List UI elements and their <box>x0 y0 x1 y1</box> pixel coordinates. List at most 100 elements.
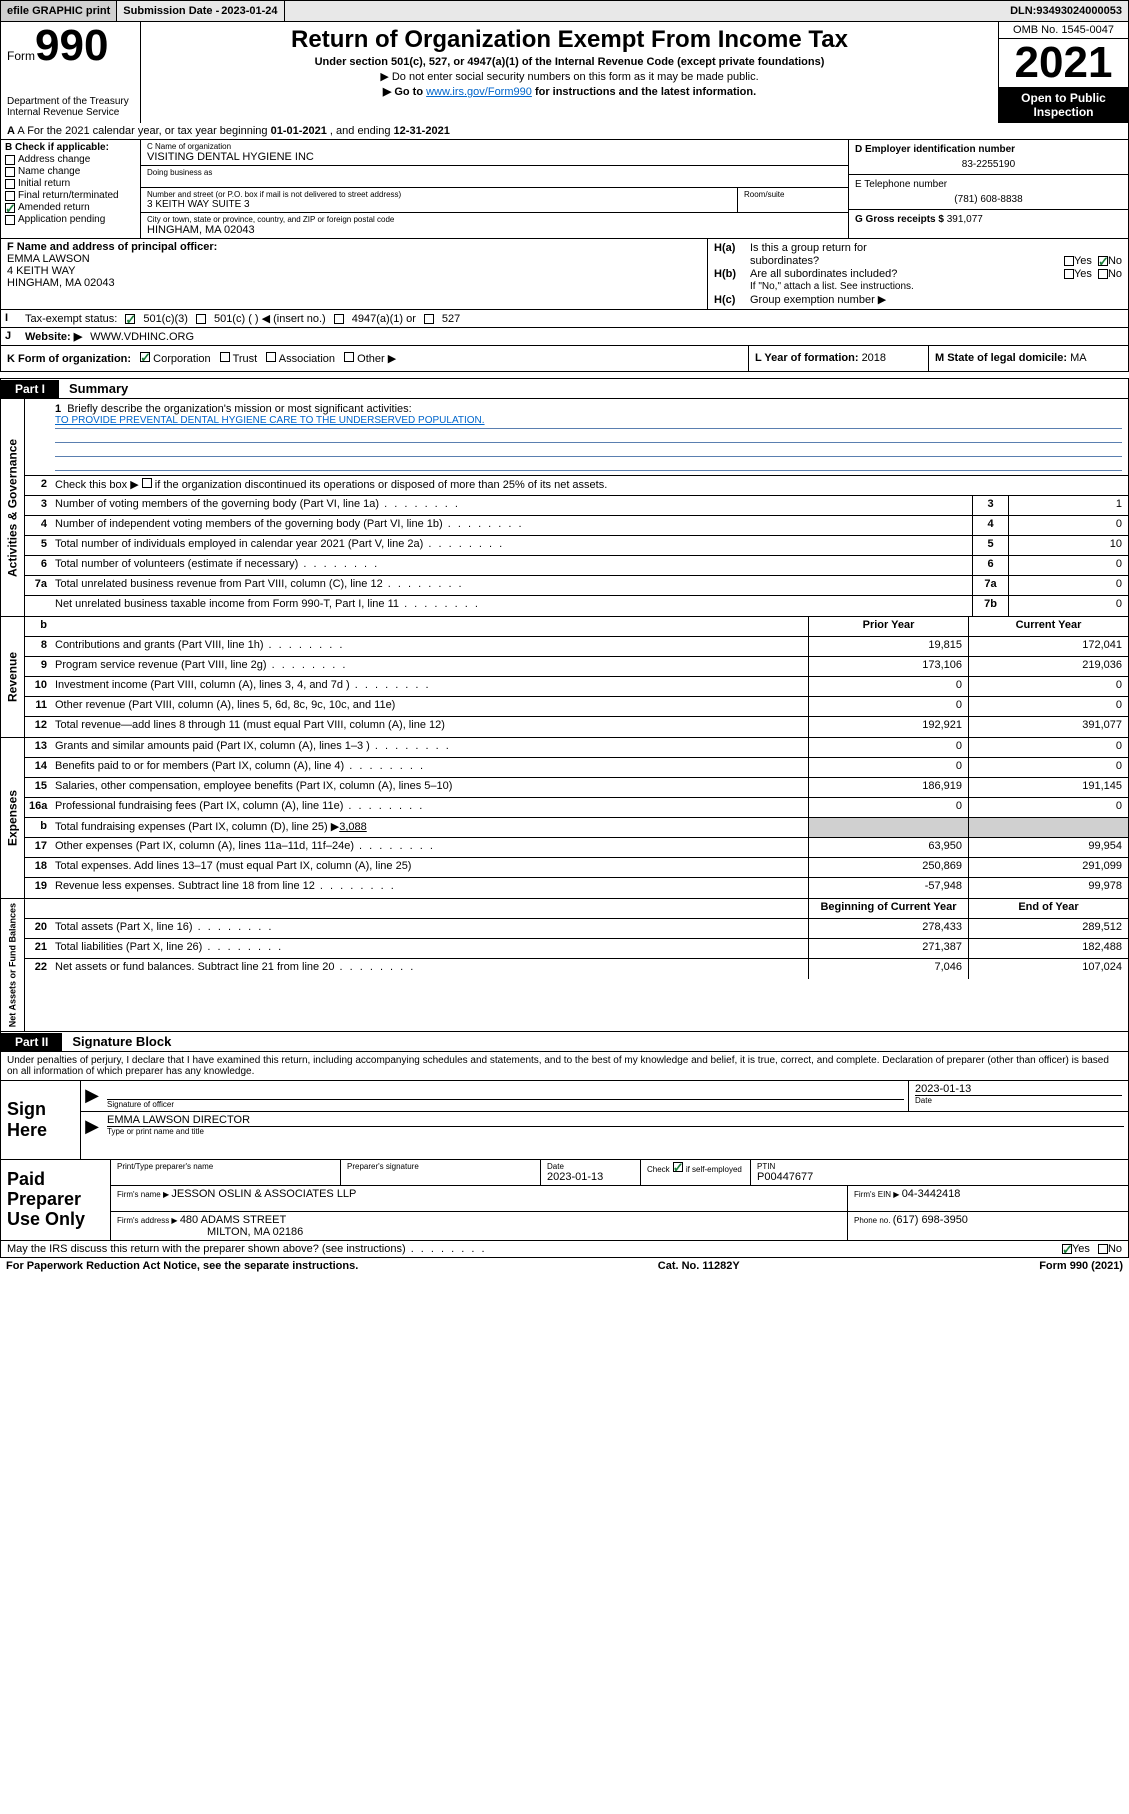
line-2-checkbox[interactable] <box>142 478 152 488</box>
vlabel-revenue: Revenue <box>1 617 25 737</box>
discuss-no-checkbox[interactable] <box>1098 1244 1108 1254</box>
section-b-checkboxes: B Check if applicable: Address change Na… <box>1 140 141 238</box>
ein-label: D Employer identification number <box>855 144 1122 155</box>
line-10-py: 0 <box>808 677 968 696</box>
tax-exempt-label: Tax-exempt status: <box>25 313 117 325</box>
501c3-checkbox[interactable] <box>125 314 135 324</box>
line-18: Total expenses. Add lines 13–17 (must eq… <box>51 858 808 877</box>
preparer-sig-label: Preparer's signature <box>347 1162 534 1171</box>
firm-ein: 04-3442418 <box>902 1188 961 1200</box>
dept-treasury: Department of the Treasury <box>7 96 134 107</box>
activities-governance-section: Activities & Governance 1 Briefly descri… <box>0 399 1129 617</box>
website-value: WWW.VDHINC.ORG <box>90 331 194 343</box>
submission-date: Submission Date - 2023-01-24 <box>117 1 284 21</box>
signature-date: 2023-01-13 <box>915 1083 1122 1095</box>
line-14-py: 0 <box>808 758 968 777</box>
open-to-public: Open to Public Inspection <box>999 87 1128 123</box>
discuss-row: May the IRS discuss this return with the… <box>0 1241 1129 1258</box>
hb-yes-checkbox[interactable] <box>1064 269 1074 279</box>
self-employed-checkbox[interactable] <box>673 1162 683 1172</box>
hb-no-checkbox[interactable] <box>1098 269 1108 279</box>
line-14: Benefits paid to or for members (Part IX… <box>51 758 808 777</box>
officer-name: EMMA LAWSON <box>7 253 701 265</box>
line-10-cy: 0 <box>968 677 1128 696</box>
ptin-value: P00447677 <box>757 1171 1122 1183</box>
form-subtitle-2: ▶ Do not enter social security numbers o… <box>149 70 990 83</box>
form-of-org-label: K Form of organization: <box>7 353 131 365</box>
line-11-cy: 0 <box>968 697 1128 716</box>
amended-return-checkbox[interactable] <box>5 203 15 213</box>
form-reference: Form 990 (2021) <box>1039 1260 1123 1272</box>
ha-no-checkbox[interactable] <box>1098 256 1108 266</box>
city-label: City or town, state or province, country… <box>147 215 842 224</box>
cat-number: Cat. No. 11282Y <box>658 1260 740 1272</box>
block-bcd: B Check if applicable: Address change Na… <box>0 140 1129 239</box>
line-15-cy: 191,145 <box>968 778 1128 797</box>
part-1-title: Summary <box>59 379 138 398</box>
address-change-checkbox[interactable] <box>5 155 15 165</box>
line-9-py: 173,106 <box>808 657 968 676</box>
row-a-tax-year: A A For the 2021 calendar year, or tax y… <box>0 123 1129 140</box>
line-11-py: 0 <box>808 697 968 716</box>
trust-checkbox[interactable] <box>220 352 230 362</box>
preparer-name-label: Print/Type preparer's name <box>117 1162 334 1171</box>
line-7a-value: 0 <box>1008 576 1128 595</box>
final-return-checkbox[interactable] <box>5 191 15 201</box>
line-11: Other revenue (Part VIII, column (A), li… <box>51 697 808 716</box>
signature-field-label: Signature of officer <box>107 1099 904 1109</box>
4947a1-checkbox[interactable] <box>334 314 344 324</box>
mission-text: TO PROVIDE PREVENTAL DENTAL HYGIENE CARE… <box>55 415 1122 429</box>
dln-value: 93493024000053 <box>1036 5 1122 17</box>
initial-return-checkbox[interactable] <box>5 179 15 189</box>
firm-name: JESSON OSLIN & ASSOCIATES LLP <box>171 1188 356 1200</box>
line-8-py: 19,815 <box>808 637 968 656</box>
row-j: J Website: ▶ WWW.VDHINC.ORG <box>0 328 1129 346</box>
line-6: Total number of volunteers (estimate if … <box>51 556 972 575</box>
section-f: F Name and address of principal officer:… <box>1 239 708 309</box>
527-checkbox[interactable] <box>424 314 434 324</box>
page-footer: For Paperwork Reduction Act Notice, see … <box>0 1258 1129 1274</box>
prior-year-header: Prior Year <box>808 617 968 636</box>
part-2-tab: Part II <box>1 1033 62 1051</box>
header-center: Return of Organization Exempt From Incom… <box>141 22 998 123</box>
part-1-header: Part I Summary <box>0 378 1129 399</box>
telephone-label: E Telephone number <box>855 179 1122 190</box>
arrow-icon: ▶ <box>81 1081 103 1111</box>
association-checkbox[interactable] <box>266 352 276 362</box>
other-checkbox[interactable] <box>344 352 354 362</box>
tax-year: 2021 <box>999 39 1128 87</box>
name-change-checkbox[interactable] <box>5 167 15 177</box>
app-pending-checkbox[interactable] <box>5 215 15 225</box>
efile-print-button[interactable]: efile GRAPHIC print <box>1 1 117 21</box>
line-14-cy: 0 <box>968 758 1128 777</box>
line-4: Number of independent voting members of … <box>51 516 972 535</box>
tax-year-begin: 01-01-2021 <box>271 125 327 137</box>
501c-checkbox[interactable] <box>196 314 206 324</box>
line-20-py: 278,433 <box>808 919 968 938</box>
ein-value: 83-2255190 <box>855 159 1122 170</box>
form-subtitle-3: ▶ Go to www.irs.gov/Form990 for instruct… <box>149 85 990 98</box>
top-bar: efile GRAPHIC print Submission Date - 20… <box>0 0 1129 22</box>
line-17: Other expenses (Part IX, column (A), lin… <box>51 838 808 857</box>
revenue-section: Revenue bPrior YearCurrent Year 8Contrib… <box>0 617 1129 738</box>
dln: DLN: 93493024000053 <box>1004 1 1128 21</box>
line-5-value: 10 <box>1008 536 1128 555</box>
dba-label: Doing business as <box>147 168 842 177</box>
street-address: 3 KEITH WAY SUITE 3 <box>147 199 731 210</box>
room-label: Room/suite <box>744 190 842 199</box>
section-d: D Employer identification number 83-2255… <box>848 140 1128 238</box>
officer-name-label: Type or print name and title <box>107 1126 1124 1136</box>
line-18-cy: 291,099 <box>968 858 1128 877</box>
officer-addr2: HINGHAM, MA 02043 <box>7 277 701 289</box>
discuss-yes-checkbox[interactable] <box>1062 1244 1072 1254</box>
arrow-icon: ▶ <box>81 1112 103 1140</box>
preparer-date: 2023-01-13 <box>547 1171 634 1183</box>
expenses-section: Expenses 13Grants and similar amounts pa… <box>0 738 1129 899</box>
corporation-checkbox[interactable] <box>140 352 150 362</box>
row-klm: K Form of organization: Corporation Trus… <box>0 346 1129 372</box>
ha-yes-checkbox[interactable] <box>1064 256 1074 266</box>
preparer-date-label: Date <box>547 1162 634 1171</box>
ptin-label: PTIN <box>757 1162 1122 1171</box>
irs-form990-link[interactable]: www.irs.gov/Form990 <box>426 86 532 98</box>
org-name-label: C Name of organization <box>147 142 842 151</box>
